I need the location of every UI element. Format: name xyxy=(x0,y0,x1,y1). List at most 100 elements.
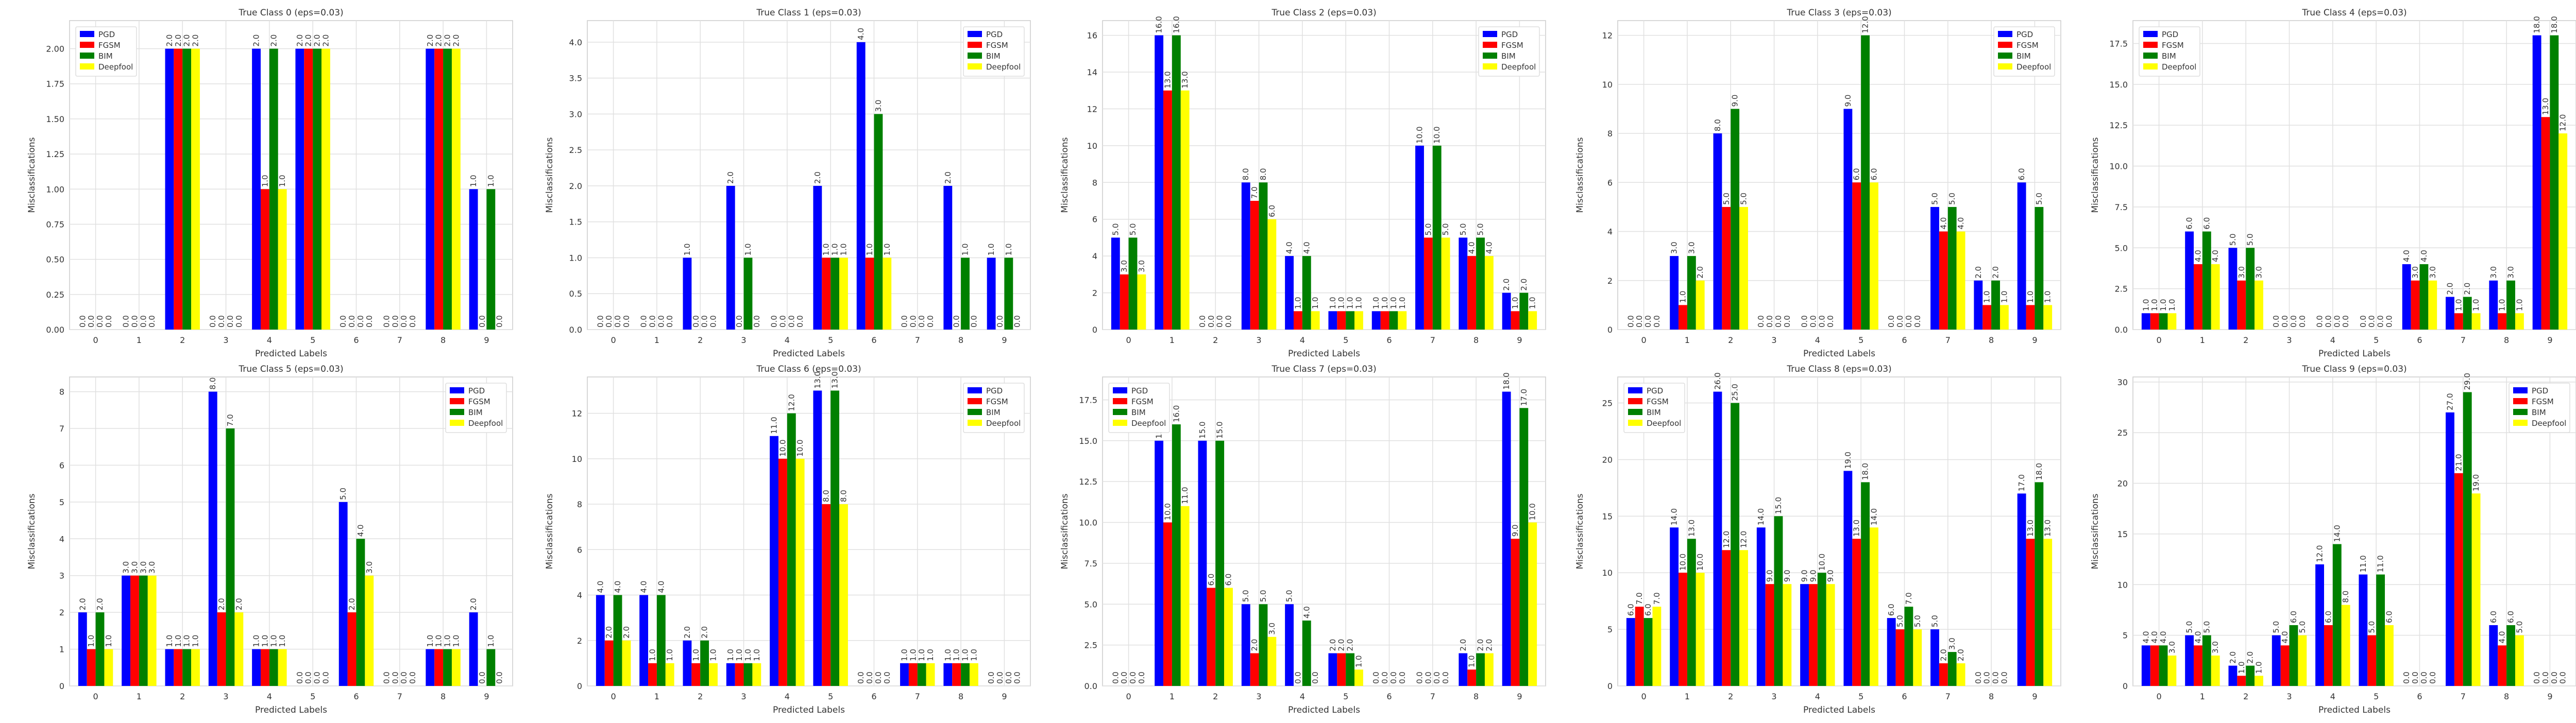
data-label: 4.0 xyxy=(2211,250,2220,262)
bar xyxy=(1415,145,1424,330)
data-label: 3.0 xyxy=(2411,266,2420,279)
bar xyxy=(217,612,226,686)
x-axis-label: Predicted Labels xyxy=(1803,705,1875,715)
data-label: 1.0 xyxy=(2159,299,2168,311)
legend-swatch xyxy=(2143,31,2158,37)
legend-swatch xyxy=(2513,398,2528,404)
bar xyxy=(1679,305,1687,330)
data-label: 5.0 xyxy=(1423,223,1433,236)
data-label: 1.0 xyxy=(735,649,744,661)
data-label: 0.0 xyxy=(2367,315,2377,328)
bar xyxy=(165,48,174,330)
chart-panel: 0.0 2.5 5.0 7.5 10.0 12.5 15.0 17.5 0 1 2 3 4 5 6 7 8 9 0.… xyxy=(1060,364,1546,715)
bar xyxy=(1476,653,1485,686)
y-tick-label: 2 xyxy=(577,636,582,646)
legend-label: FGSM xyxy=(468,397,490,406)
data-label: 9.0 xyxy=(1843,95,1853,107)
data-label: 3.0 xyxy=(1947,638,1957,650)
bar xyxy=(961,257,970,330)
data-label: 1.0 xyxy=(1398,297,1407,309)
bar xyxy=(260,189,269,330)
bar xyxy=(2017,182,2026,330)
bar xyxy=(1511,539,1520,686)
bar xyxy=(2141,313,2150,330)
data-label: 3.0 xyxy=(2237,266,2246,279)
bar xyxy=(1224,588,1233,686)
bar xyxy=(1137,274,1146,330)
data-label: 4.0 xyxy=(2193,250,2202,262)
bar xyxy=(2185,231,2194,330)
bar xyxy=(1004,257,1013,330)
data-label: 2.0 xyxy=(426,35,435,47)
bar xyxy=(278,649,287,686)
bar xyxy=(952,663,961,686)
data-label: 5.0 xyxy=(1111,223,1120,236)
bar xyxy=(1459,237,1468,330)
data-label: 13.0 xyxy=(2541,98,2550,115)
bar xyxy=(139,575,148,686)
data-label: 18.0 xyxy=(2532,16,2541,33)
x-tick-label: 2 xyxy=(698,692,703,701)
bar xyxy=(709,663,718,686)
data-label: 1.0 xyxy=(1337,297,1346,309)
data-label: 2.0 xyxy=(191,35,200,47)
data-label: 1.0 xyxy=(278,635,287,647)
y-tick-label: 6 xyxy=(1607,178,1613,187)
bar xyxy=(321,48,330,330)
bar xyxy=(1947,652,1957,686)
x-tick-label: 1 xyxy=(137,692,142,701)
data-label: 14.0 xyxy=(2332,525,2342,542)
bar xyxy=(1999,305,2009,330)
data-label: 0.0 xyxy=(87,315,96,328)
legend-label: PGD xyxy=(2532,386,2548,395)
data-label: 1.0 xyxy=(2043,291,2053,303)
bar xyxy=(969,663,978,686)
legend-swatch xyxy=(1483,31,1497,37)
y-tick-label: 7 xyxy=(59,424,64,434)
legend-label: BIM xyxy=(2162,51,2176,61)
legend-swatch xyxy=(2143,63,2158,70)
bar xyxy=(426,649,435,686)
bar xyxy=(486,189,496,330)
legend-label: FGSM xyxy=(1501,41,1523,50)
data-label: 2.0 xyxy=(1956,649,1965,661)
bar xyxy=(269,649,278,686)
data-label: 1.0 xyxy=(2026,291,2035,303)
data-label: 0.0 xyxy=(234,315,244,328)
data-label: 0.0 xyxy=(478,315,487,328)
data-label: 19.0 xyxy=(2471,474,2481,491)
data-label: 0.0 xyxy=(478,672,487,684)
data-label: 2.0 xyxy=(1991,266,2001,279)
x-tick-label: 6 xyxy=(1386,335,1392,345)
bar xyxy=(469,189,478,330)
bar xyxy=(1670,256,1679,330)
data-label: 2.0 xyxy=(269,35,278,47)
data-label: 27.0 xyxy=(2445,393,2454,410)
bar xyxy=(1241,182,1250,330)
y-tick-label: 0 xyxy=(577,681,582,691)
data-label: 5.0 xyxy=(2185,621,2194,633)
legend-swatch xyxy=(450,398,464,404)
bar xyxy=(1155,35,1164,330)
bar xyxy=(1739,206,1748,330)
data-label: 0.0 xyxy=(95,315,105,328)
bar xyxy=(2194,645,2202,686)
bar xyxy=(1739,550,1748,686)
data-label: 0.0 xyxy=(382,672,391,684)
x-tick-label: 9 xyxy=(1517,692,1522,701)
legend-swatch xyxy=(968,42,982,48)
data-label: 5.0 xyxy=(1259,590,1268,602)
y-tick-label: 10 xyxy=(1602,568,1613,578)
legend-swatch xyxy=(2513,409,2528,415)
data-label: 1.0 xyxy=(961,244,970,256)
data-label: 0.0 xyxy=(969,315,978,328)
data-label: 3.0 xyxy=(365,561,374,574)
bar xyxy=(743,663,753,686)
data-label: 0.0 xyxy=(908,315,918,328)
data-label: 0.0 xyxy=(795,315,805,328)
data-label: 2.0 xyxy=(182,35,192,47)
bar xyxy=(1713,391,1722,686)
bar xyxy=(1852,539,1861,686)
x-tick-label: 3 xyxy=(1256,692,1261,701)
